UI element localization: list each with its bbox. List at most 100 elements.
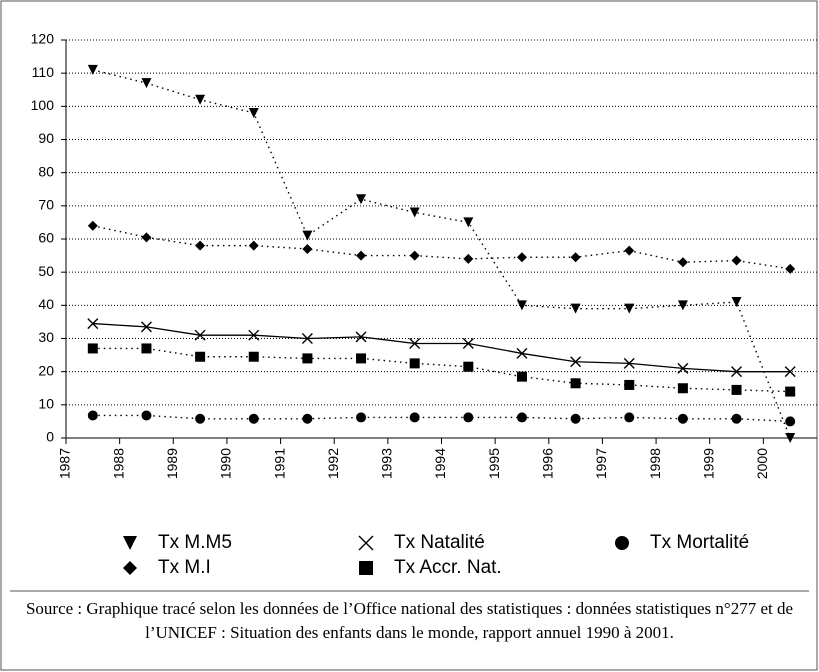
marker	[194, 329, 206, 341]
marker	[570, 252, 581, 263]
marker	[731, 413, 742, 424]
marker	[731, 366, 743, 378]
marker	[624, 303, 635, 314]
marker	[87, 318, 99, 330]
marker	[516, 412, 527, 423]
series-line	[92, 322, 791, 373]
marker	[123, 561, 137, 575]
x-tick-label: 1992	[325, 448, 341, 479]
legend-label: Tx Natalité	[394, 532, 485, 553]
marker	[123, 536, 137, 550]
marker	[463, 361, 474, 372]
marker	[785, 386, 796, 397]
marker	[623, 357, 635, 369]
marker	[677, 257, 688, 268]
marker	[731, 297, 742, 308]
marker	[615, 536, 629, 550]
y-tick-label: 10	[38, 396, 54, 412]
marker	[87, 410, 98, 421]
marker	[356, 353, 367, 364]
marker	[570, 413, 581, 424]
marker	[731, 384, 742, 395]
marker	[359, 561, 373, 575]
source-note: Source : Graphique tracé selon les donné…	[25, 599, 794, 642]
x-tick-label: 1995	[486, 448, 502, 479]
marker	[463, 412, 474, 423]
marker	[302, 230, 313, 241]
x-tick-label: 1988	[110, 448, 126, 479]
legend-label: Tx Mortalité	[650, 532, 749, 553]
marker	[409, 250, 420, 261]
marker	[624, 245, 635, 256]
marker	[301, 333, 313, 344]
marker	[409, 358, 420, 369]
marker	[140, 321, 152, 333]
x-tick-label: 1993	[379, 448, 395, 479]
marker	[624, 379, 635, 390]
y-tick-label: 90	[38, 130, 54, 146]
marker	[677, 383, 688, 394]
y-tick-label: 100	[31, 97, 55, 113]
series-line	[92, 414, 791, 423]
marker	[248, 240, 259, 251]
marker	[195, 351, 206, 362]
y-tick-label: 50	[38, 263, 54, 279]
marker	[87, 343, 98, 354]
marker	[409, 337, 421, 349]
marker	[785, 416, 796, 427]
x-tick-label: 1989	[164, 448, 180, 479]
legend-label: Tx M.M5	[158, 532, 232, 553]
marker	[355, 331, 367, 343]
marker	[302, 353, 313, 364]
marker	[248, 107, 259, 118]
marker	[462, 337, 474, 349]
x-tick-label: 1987	[57, 448, 73, 479]
marker	[677, 362, 689, 374]
marker	[356, 250, 367, 261]
marker	[570, 356, 582, 368]
marker	[570, 378, 581, 389]
marker	[141, 343, 152, 354]
marker	[141, 78, 152, 89]
marker	[784, 366, 796, 378]
y-tick-label: 70	[38, 197, 54, 213]
x-tick-label: 1999	[700, 448, 716, 479]
marker	[358, 535, 374, 551]
legend-label: Tx Accr. Nat.	[394, 557, 502, 578]
marker	[731, 255, 742, 266]
marker	[248, 351, 259, 362]
marker	[356, 412, 367, 423]
series-line	[92, 69, 791, 439]
y-tick-label: 120	[31, 31, 55, 47]
marker	[195, 240, 206, 251]
y-tick-label: 0	[46, 429, 54, 445]
x-tick-label: 2000	[754, 448, 770, 479]
series-line	[92, 347, 791, 393]
y-tick-label: 60	[38, 230, 54, 246]
y-tick-label: 20	[38, 362, 54, 378]
marker	[87, 64, 98, 75]
marker	[195, 413, 206, 424]
marker	[87, 220, 98, 231]
x-tick-label: 1998	[647, 448, 663, 479]
marker	[516, 371, 527, 382]
x-tick-label: 1996	[539, 448, 555, 479]
marker	[409, 207, 420, 218]
marker	[624, 412, 635, 423]
x-tick-label: 1994	[432, 448, 448, 479]
legend-label: Tx M.I	[158, 557, 211, 578]
marker	[356, 194, 367, 205]
y-tick-label: 110	[32, 64, 55, 80]
x-tick-label: 1990	[218, 448, 234, 479]
marker	[677, 300, 688, 311]
y-tick-label: 40	[38, 296, 54, 312]
x-tick-label: 1997	[593, 448, 609, 479]
marker	[463, 217, 474, 228]
x-tick-label: 1991	[271, 448, 287, 479]
marker	[463, 253, 474, 264]
y-tick-label: 80	[38, 163, 54, 179]
marker	[248, 413, 259, 424]
